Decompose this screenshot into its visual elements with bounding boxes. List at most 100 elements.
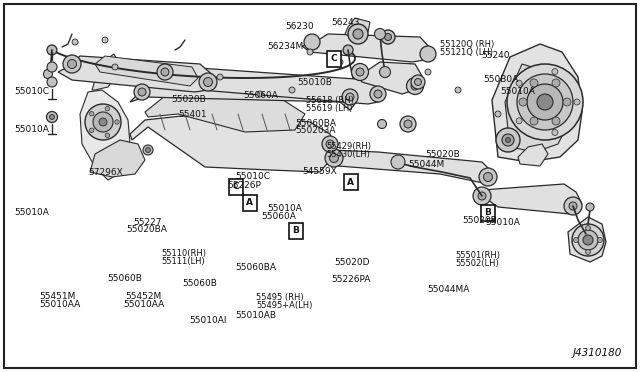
Text: 55495 (RH): 55495 (RH) <box>256 293 303 302</box>
Circle shape <box>49 115 54 119</box>
Text: 55429(RH): 55429(RH) <box>326 142 371 151</box>
Polygon shape <box>505 64 568 152</box>
Circle shape <box>47 112 58 122</box>
Circle shape <box>563 98 571 106</box>
Circle shape <box>583 235 593 245</box>
Circle shape <box>519 98 527 106</box>
Circle shape <box>257 91 263 97</box>
Text: B: B <box>484 208 491 217</box>
Polygon shape <box>145 90 305 132</box>
Text: A: A <box>246 198 253 207</box>
Circle shape <box>47 77 57 87</box>
Circle shape <box>102 37 108 43</box>
Circle shape <box>105 106 109 111</box>
Circle shape <box>378 119 387 128</box>
Polygon shape <box>355 62 422 94</box>
Text: 55010A: 55010A <box>268 204 302 213</box>
Text: 55110(RH): 55110(RH) <box>161 249 206 258</box>
Text: A: A <box>348 178 354 187</box>
Circle shape <box>517 74 573 130</box>
Circle shape <box>572 224 604 256</box>
Circle shape <box>415 78 422 86</box>
Circle shape <box>598 237 602 243</box>
Circle shape <box>289 87 295 93</box>
Text: 56234M: 56234M <box>268 42 304 51</box>
Circle shape <box>574 99 580 105</box>
Text: 55060BA: 55060BA <box>296 119 337 128</box>
Circle shape <box>134 84 150 100</box>
Bar <box>481 205 495 221</box>
Bar <box>327 51 341 67</box>
Bar <box>243 195 257 211</box>
Circle shape <box>199 73 217 91</box>
Circle shape <box>385 33 392 41</box>
Circle shape <box>325 149 343 167</box>
Bar <box>228 179 243 195</box>
Circle shape <box>530 117 538 125</box>
Circle shape <box>138 88 146 96</box>
Circle shape <box>496 128 520 152</box>
Text: 55618 (RH): 55618 (RH) <box>306 96 354 105</box>
Polygon shape <box>90 140 145 177</box>
Polygon shape <box>568 217 606 262</box>
Circle shape <box>552 129 558 135</box>
Text: 55010A: 55010A <box>500 87 535 96</box>
Circle shape <box>495 111 501 117</box>
Circle shape <box>348 24 368 44</box>
Text: 55227: 55227 <box>133 218 162 227</box>
Text: J4310180: J4310180 <box>573 348 622 358</box>
Text: 55010A: 55010A <box>14 208 49 217</box>
Circle shape <box>93 112 113 132</box>
Text: 55240: 55240 <box>481 51 510 60</box>
Polygon shape <box>95 56 198 86</box>
Polygon shape <box>130 114 335 172</box>
Circle shape <box>473 187 491 205</box>
Circle shape <box>537 94 553 110</box>
Circle shape <box>143 145 153 155</box>
Bar <box>344 174 358 190</box>
Text: 55451M: 55451M <box>40 292 76 301</box>
Text: 55430(LH): 55430(LH) <box>326 150 371 159</box>
Text: 55010AI: 55010AI <box>189 316 227 325</box>
Text: 56243: 56243 <box>332 18 360 27</box>
Bar <box>289 222 303 239</box>
Text: C: C <box>331 54 337 63</box>
Circle shape <box>351 64 369 80</box>
Circle shape <box>85 104 121 140</box>
Circle shape <box>578 230 598 250</box>
Circle shape <box>326 140 334 148</box>
Circle shape <box>72 39 78 45</box>
Circle shape <box>425 69 431 75</box>
Polygon shape <box>302 34 432 62</box>
Text: 55044M: 55044M <box>408 160 445 169</box>
Text: 550B0A: 550B0A <box>483 76 518 84</box>
Circle shape <box>112 64 118 70</box>
Text: C: C <box>232 182 239 191</box>
Circle shape <box>47 45 57 55</box>
Circle shape <box>564 197 582 215</box>
Text: 55060BA: 55060BA <box>236 263 276 272</box>
Circle shape <box>483 173 493 182</box>
Text: 55452M: 55452M <box>125 292 161 301</box>
Text: 55121Q (LH): 55121Q (LH) <box>440 48 493 57</box>
Circle shape <box>374 29 385 39</box>
Polygon shape <box>518 144 548 166</box>
Polygon shape <box>58 56 215 92</box>
Text: 54559X: 54559X <box>302 167 337 176</box>
Circle shape <box>370 86 386 102</box>
Polygon shape <box>130 86 358 110</box>
Text: 55020B: 55020B <box>172 95 206 104</box>
Text: 55502(LH): 55502(LH) <box>456 259 499 268</box>
Polygon shape <box>492 44 582 162</box>
Text: 55020BA: 55020BA <box>127 225 168 234</box>
Text: 55619 (LH): 55619 (LH) <box>306 104 353 113</box>
Circle shape <box>161 68 169 76</box>
Text: 55044MA: 55044MA <box>428 285 470 294</box>
Circle shape <box>502 134 514 146</box>
Circle shape <box>411 82 419 90</box>
Text: 55226P: 55226P <box>227 181 261 190</box>
Circle shape <box>406 77 424 94</box>
Circle shape <box>586 250 591 254</box>
Circle shape <box>322 136 338 152</box>
Circle shape <box>516 80 522 86</box>
